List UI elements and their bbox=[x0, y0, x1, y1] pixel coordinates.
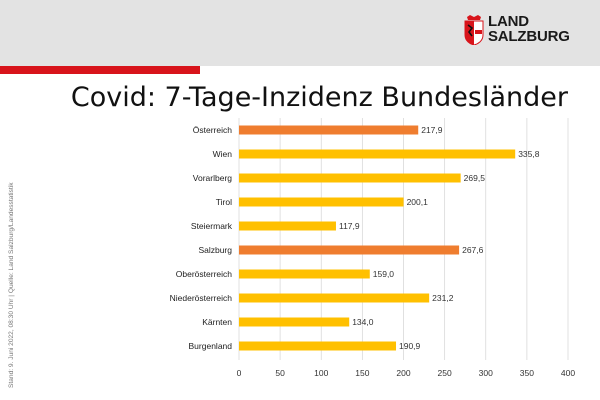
bar-2 bbox=[239, 173, 461, 183]
category-label: Niederösterreich bbox=[170, 293, 233, 303]
x-tick-label: 150 bbox=[355, 368, 369, 378]
bar-6 bbox=[239, 269, 370, 279]
category-label: Salzburg bbox=[198, 245, 232, 255]
bar-8 bbox=[239, 317, 350, 327]
bar-0 bbox=[239, 125, 419, 135]
value-label: 231,2 bbox=[432, 293, 454, 303]
x-tick-label: 50 bbox=[275, 368, 285, 378]
category-label: Oberösterreich bbox=[176, 269, 232, 279]
x-tick-label: 250 bbox=[438, 368, 452, 378]
value-label: 200,1 bbox=[407, 197, 429, 207]
header-band bbox=[0, 0, 600, 66]
category-label: Vorarlberg bbox=[193, 173, 232, 183]
x-tick-label: 200 bbox=[396, 368, 410, 378]
coat-of-arms-icon bbox=[464, 15, 484, 45]
category-label: Wien bbox=[213, 149, 233, 159]
logo-text-land: LAND bbox=[488, 13, 529, 30]
x-tick-label: 350 bbox=[520, 368, 534, 378]
accent-bar bbox=[0, 66, 200, 74]
bar-5 bbox=[239, 245, 460, 255]
value-label: 190,9 bbox=[399, 341, 421, 351]
category-label: Österreich bbox=[193, 125, 232, 135]
x-tick-label: 100 bbox=[314, 368, 328, 378]
bar-7 bbox=[239, 293, 430, 303]
land-salzburg-logo: LAND SALZBURG bbox=[464, 13, 584, 53]
bar-1 bbox=[239, 149, 516, 159]
value-label: 159,0 bbox=[373, 269, 395, 279]
category-label: Kärnten bbox=[202, 317, 232, 327]
bar-4 bbox=[239, 221, 336, 231]
logo-text-salzburg: SALZBURG bbox=[488, 28, 570, 45]
bar-9 bbox=[239, 341, 397, 351]
category-label: Tirol bbox=[216, 197, 232, 207]
x-tick-label: 300 bbox=[479, 368, 493, 378]
value-label: 267,6 bbox=[462, 245, 484, 255]
value-label: 117,9 bbox=[339, 221, 360, 231]
x-tick-label: 400 bbox=[561, 368, 575, 378]
category-label: Steiermark bbox=[191, 221, 233, 231]
value-label: 335,8 bbox=[518, 149, 540, 159]
value-label: 269,5 bbox=[464, 173, 486, 183]
chart-title: Covid: 7-Tage-Inzidenz Bundesländer bbox=[70, 82, 568, 113]
value-label: 217,9 bbox=[421, 125, 443, 135]
category-label: Burgenland bbox=[189, 341, 233, 351]
bar-3 bbox=[239, 197, 404, 207]
x-tick-label: 0 bbox=[237, 368, 242, 378]
value-label: 134,0 bbox=[352, 317, 374, 327]
